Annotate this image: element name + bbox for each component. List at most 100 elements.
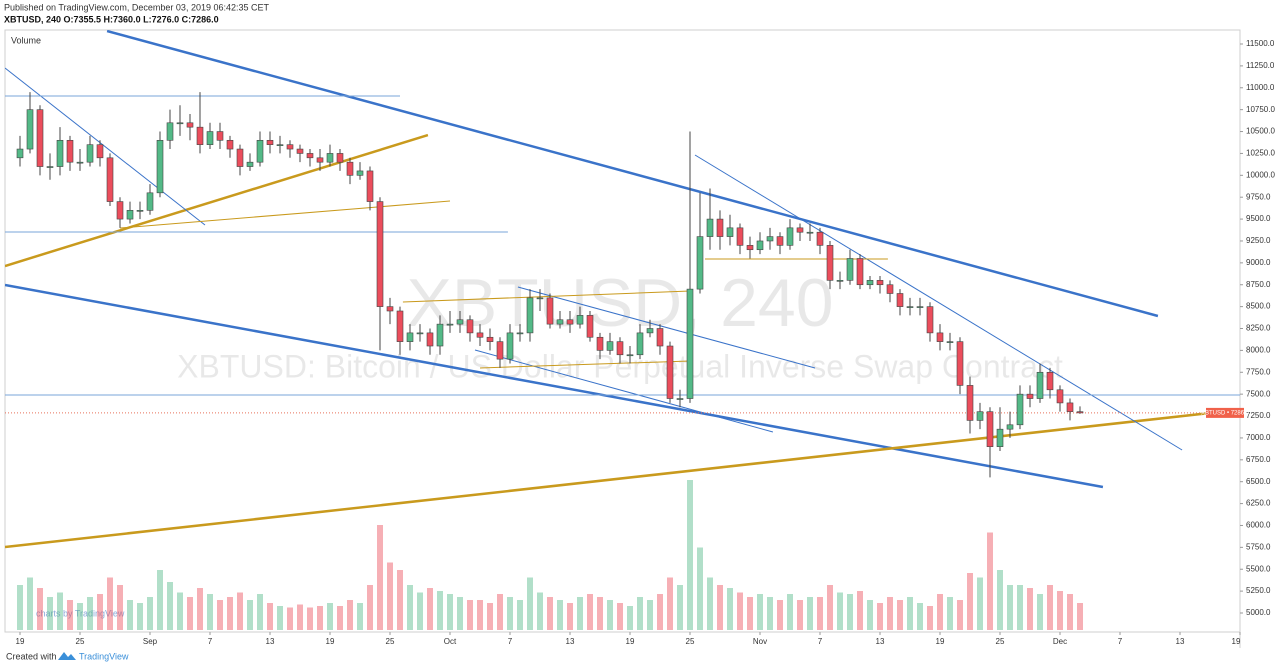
y-tick-label: 8500.0	[1246, 302, 1271, 311]
candle-body	[556, 319, 564, 325]
volume-bar	[67, 600, 73, 630]
volume-bar	[997, 570, 1003, 630]
candle-body	[656, 328, 664, 347]
volume-bar	[317, 606, 323, 630]
candle-body	[206, 131, 214, 145]
pane-label: Volume	[11, 35, 41, 45]
trendline	[106, 30, 1159, 318]
volume-bar	[187, 597, 193, 630]
y-tick-label: 6250.0	[1246, 499, 1271, 508]
trendline	[694, 154, 1183, 451]
candle-body	[216, 131, 224, 141]
candle-body	[826, 245, 834, 281]
volume-bar	[357, 603, 363, 630]
volume-bar	[457, 597, 463, 630]
trendline	[479, 360, 691, 369]
candle-body	[326, 153, 334, 163]
candle-body	[256, 139, 264, 163]
volume-layer	[17, 480, 1083, 630]
volume-bar	[157, 570, 163, 630]
candle-body	[666, 345, 674, 399]
volume-bar	[1057, 591, 1063, 630]
volume-bar	[107, 577, 113, 630]
candle-body	[926, 306, 934, 334]
volume-bar	[427, 588, 433, 630]
candle-body	[686, 288, 694, 399]
volume-bar	[17, 585, 23, 630]
volume-bar	[47, 597, 53, 630]
volume-bar	[557, 600, 563, 630]
candle-body	[786, 227, 794, 246]
candle-body	[226, 139, 234, 150]
candle-body	[316, 157, 324, 163]
volume-bar	[737, 592, 743, 630]
x-tick-label: 7	[1118, 637, 1123, 646]
x-tick-label: 25	[996, 637, 1005, 646]
x-tick-label: 13	[1176, 637, 1185, 646]
y-tick-label: 8750.0	[1246, 280, 1271, 289]
volume-bar	[597, 597, 603, 630]
candle-body	[266, 139, 274, 145]
candle-body	[246, 161, 254, 167]
candle-body	[466, 319, 474, 334]
y-tick-label: 9500.0	[1246, 214, 1271, 223]
candle-body	[476, 332, 484, 338]
volume-bar	[777, 600, 783, 630]
volume-bar	[417, 592, 423, 630]
candle-body	[496, 341, 504, 360]
volume-bar	[647, 600, 653, 630]
candle-body	[346, 161, 354, 176]
watermark-symbol: XBTUSD, 240	[406, 265, 833, 341]
x-tick-label: 7	[208, 637, 213, 646]
volume-bar	[297, 604, 303, 630]
candle-body	[1036, 371, 1044, 399]
candle-body	[1076, 411, 1084, 414]
volume-bar	[587, 594, 593, 630]
candle-body	[1056, 389, 1064, 404]
candle-body	[836, 280, 844, 282]
candle-body	[706, 218, 714, 237]
candle-body	[356, 170, 364, 176]
x-tick-label: 7	[508, 637, 513, 646]
y-tick-label: 7750.0	[1246, 367, 1271, 376]
candle-body	[146, 192, 154, 211]
y-tick-label: 10250.0	[1246, 149, 1275, 158]
candle-body	[426, 332, 434, 347]
volume-bar	[397, 570, 403, 630]
footer-brand: TradingView	[79, 651, 129, 661]
volume-bar	[237, 592, 243, 630]
volume-bar	[467, 600, 473, 630]
y-tick-label: 5000.0	[1246, 608, 1271, 617]
candle-body	[876, 280, 884, 286]
x-tick-label: 25	[686, 637, 695, 646]
x-tick-label: Sep	[143, 637, 158, 646]
x-tick-label: 13	[566, 637, 575, 646]
candle-body	[46, 166, 54, 168]
volume-bar	[127, 600, 133, 630]
x-tick-label: Dec	[1053, 637, 1067, 646]
volume-bar	[167, 582, 173, 630]
candle-body	[946, 341, 954, 343]
volume-bar	[877, 603, 883, 630]
candle-body	[86, 144, 94, 163]
candle-body	[976, 411, 984, 421]
volume-bar	[87, 597, 93, 630]
candle-body	[516, 332, 524, 335]
candle-body	[536, 297, 544, 300]
volume-bar	[977, 577, 983, 630]
volume-bar	[657, 594, 663, 630]
candle-body	[306, 153, 314, 159]
volume-bar	[327, 603, 333, 630]
volume-bar	[177, 592, 183, 630]
volume-bar	[1077, 603, 1083, 630]
candle-body	[746, 245, 754, 251]
volume-bar	[697, 547, 703, 630]
candle-body	[896, 293, 904, 307]
candle-body	[1026, 393, 1034, 399]
volume-bar	[267, 603, 273, 630]
candle-body	[186, 122, 194, 128]
candle-body	[966, 385, 974, 421]
volume-bar	[197, 588, 203, 630]
candle-body	[96, 144, 104, 159]
candle-body	[576, 315, 584, 325]
